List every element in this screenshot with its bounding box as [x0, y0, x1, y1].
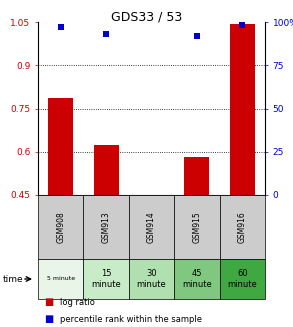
Point: [240, 22, 245, 27]
Text: log ratio: log ratio: [60, 298, 95, 307]
Bar: [94, 145, 119, 195]
Text: 60
minute: 60 minute: [227, 269, 257, 289]
Text: GSM908: GSM908: [56, 211, 65, 243]
Bar: [219, 195, 265, 259]
Text: ■: ■: [44, 314, 53, 324]
Text: GSM913: GSM913: [102, 211, 110, 243]
Text: time: time: [3, 274, 23, 284]
Bar: [230, 24, 255, 195]
Text: GDS33 / 53: GDS33 / 53: [111, 10, 182, 24]
Point: [195, 33, 199, 39]
Text: ■: ■: [44, 297, 53, 307]
Bar: [174, 259, 219, 299]
Text: 45
minute: 45 minute: [182, 269, 212, 289]
Bar: [129, 195, 174, 259]
Text: 5 minute: 5 minute: [47, 277, 75, 282]
Text: GSM915: GSM915: [193, 211, 201, 243]
Text: GSM916: GSM916: [238, 211, 247, 243]
Bar: [84, 195, 129, 259]
Bar: [48, 98, 73, 195]
Bar: [84, 259, 129, 299]
Point: [104, 31, 108, 37]
Bar: [219, 259, 265, 299]
Bar: [129, 259, 174, 299]
Bar: [184, 157, 209, 195]
Text: 15
minute: 15 minute: [91, 269, 121, 289]
Bar: [174, 195, 219, 259]
Text: GSM914: GSM914: [147, 211, 156, 243]
Point: [58, 25, 63, 30]
Bar: [38, 195, 84, 259]
Text: 30
minute: 30 minute: [137, 269, 166, 289]
Bar: [38, 259, 84, 299]
Text: percentile rank within the sample: percentile rank within the sample: [60, 315, 202, 324]
